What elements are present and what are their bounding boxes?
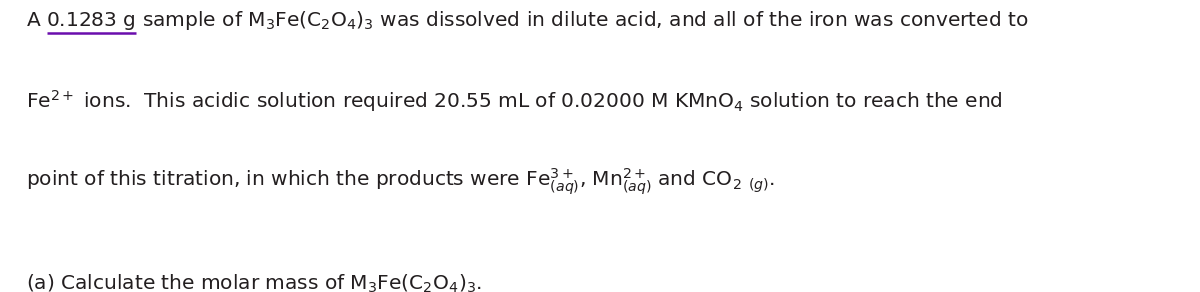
Text: point of this titration, in which the products were Fe$^{3+}_{(aq)}$, Mn$^{2+}_{: point of this titration, in which the pr…	[26, 166, 775, 197]
Text: Fe$^{2+}$ ions.  This acidic solution required 20.55 mL of 0.02000 M KMnO$_4$ so: Fe$^{2+}$ ions. This acidic solution req…	[26, 88, 1003, 114]
Text: (a) Calculate the molar mass of M$_3$Fe(C$_2$O$_4$)$_3$.: (a) Calculate the molar mass of M$_3$Fe(…	[26, 273, 482, 292]
Text: A 0.1283 g sample of M$_3$Fe(C$_2$O$_4$)$_3$ was dissolved in dilute acid, and a: A 0.1283 g sample of M$_3$Fe(C$_2$O$_4$)…	[26, 9, 1028, 32]
